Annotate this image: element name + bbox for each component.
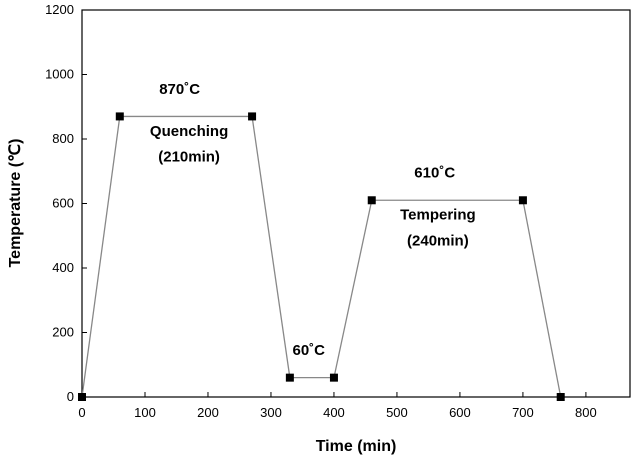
series-0-point-2	[248, 112, 257, 121]
x-tick-label-4: 400	[323, 405, 345, 420]
annotation-quench-time: (210min)	[158, 149, 220, 166]
annotation-temper-temp: 610˚C	[414, 165, 455, 182]
x-axis-title: Time (min)	[316, 438, 397, 455]
y-tick-label-2: 400	[52, 260, 74, 275]
annotation-temper-name: Tempering	[400, 207, 476, 224]
y-axis-title: Temperature (℃)	[7, 139, 24, 268]
x-tick-label-6: 600	[449, 405, 471, 420]
x-tick-label-7: 700	[512, 405, 534, 420]
x-tick-label-0: 0	[78, 405, 85, 420]
plot-frame	[81, 9, 631, 398]
annotation-low-temp: 60˚C	[293, 342, 326, 359]
series-0-segment-4	[333, 200, 373, 378]
series-0-segment-6	[522, 200, 562, 398]
series-0-point-5	[367, 196, 376, 205]
x-tick-label-8: 800	[575, 405, 597, 420]
x-tick-label-5: 500	[386, 405, 408, 420]
series-lines	[81, 115, 562, 398]
series-0-segment-0	[81, 116, 121, 398]
y-tick-label-5: 1000	[45, 67, 74, 82]
annotation-quench-temp: 870˚C	[159, 81, 200, 98]
y-tick-label-1: 200	[52, 325, 74, 340]
y-tick-label-6: 1200	[45, 2, 74, 17]
series-0-point-0	[78, 393, 86, 401]
annotations: 870˚C Quenching (210min) 60˚C 610˚C Tempering…	[150, 81, 476, 359]
series-0-point-1	[115, 112, 124, 121]
series-0-point-7	[556, 393, 565, 401]
x-tick-label-1: 100	[134, 405, 156, 420]
series-0-point-6	[518, 196, 527, 205]
series-markers	[78, 112, 565, 401]
series-0-point-3	[285, 373, 294, 382]
series-0-segment-2	[251, 116, 291, 378]
series-0-point-4	[329, 373, 338, 382]
annotation-quench-name: Quenching	[150, 123, 228, 140]
x-tick-label-3: 300	[260, 405, 282, 420]
annotation-temper-time: (240min)	[407, 232, 469, 249]
y-tick-label-4: 800	[52, 131, 74, 146]
y-tick-label-0: 0	[67, 389, 74, 404]
y-tick-label-3: 600	[52, 196, 74, 211]
x-tick-label-2: 200	[197, 405, 219, 420]
